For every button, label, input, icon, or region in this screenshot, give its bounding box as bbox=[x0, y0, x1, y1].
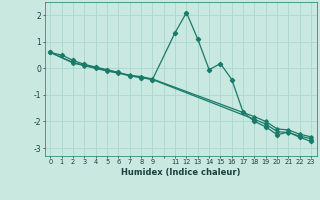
X-axis label: Humidex (Indice chaleur): Humidex (Indice chaleur) bbox=[121, 168, 241, 177]
